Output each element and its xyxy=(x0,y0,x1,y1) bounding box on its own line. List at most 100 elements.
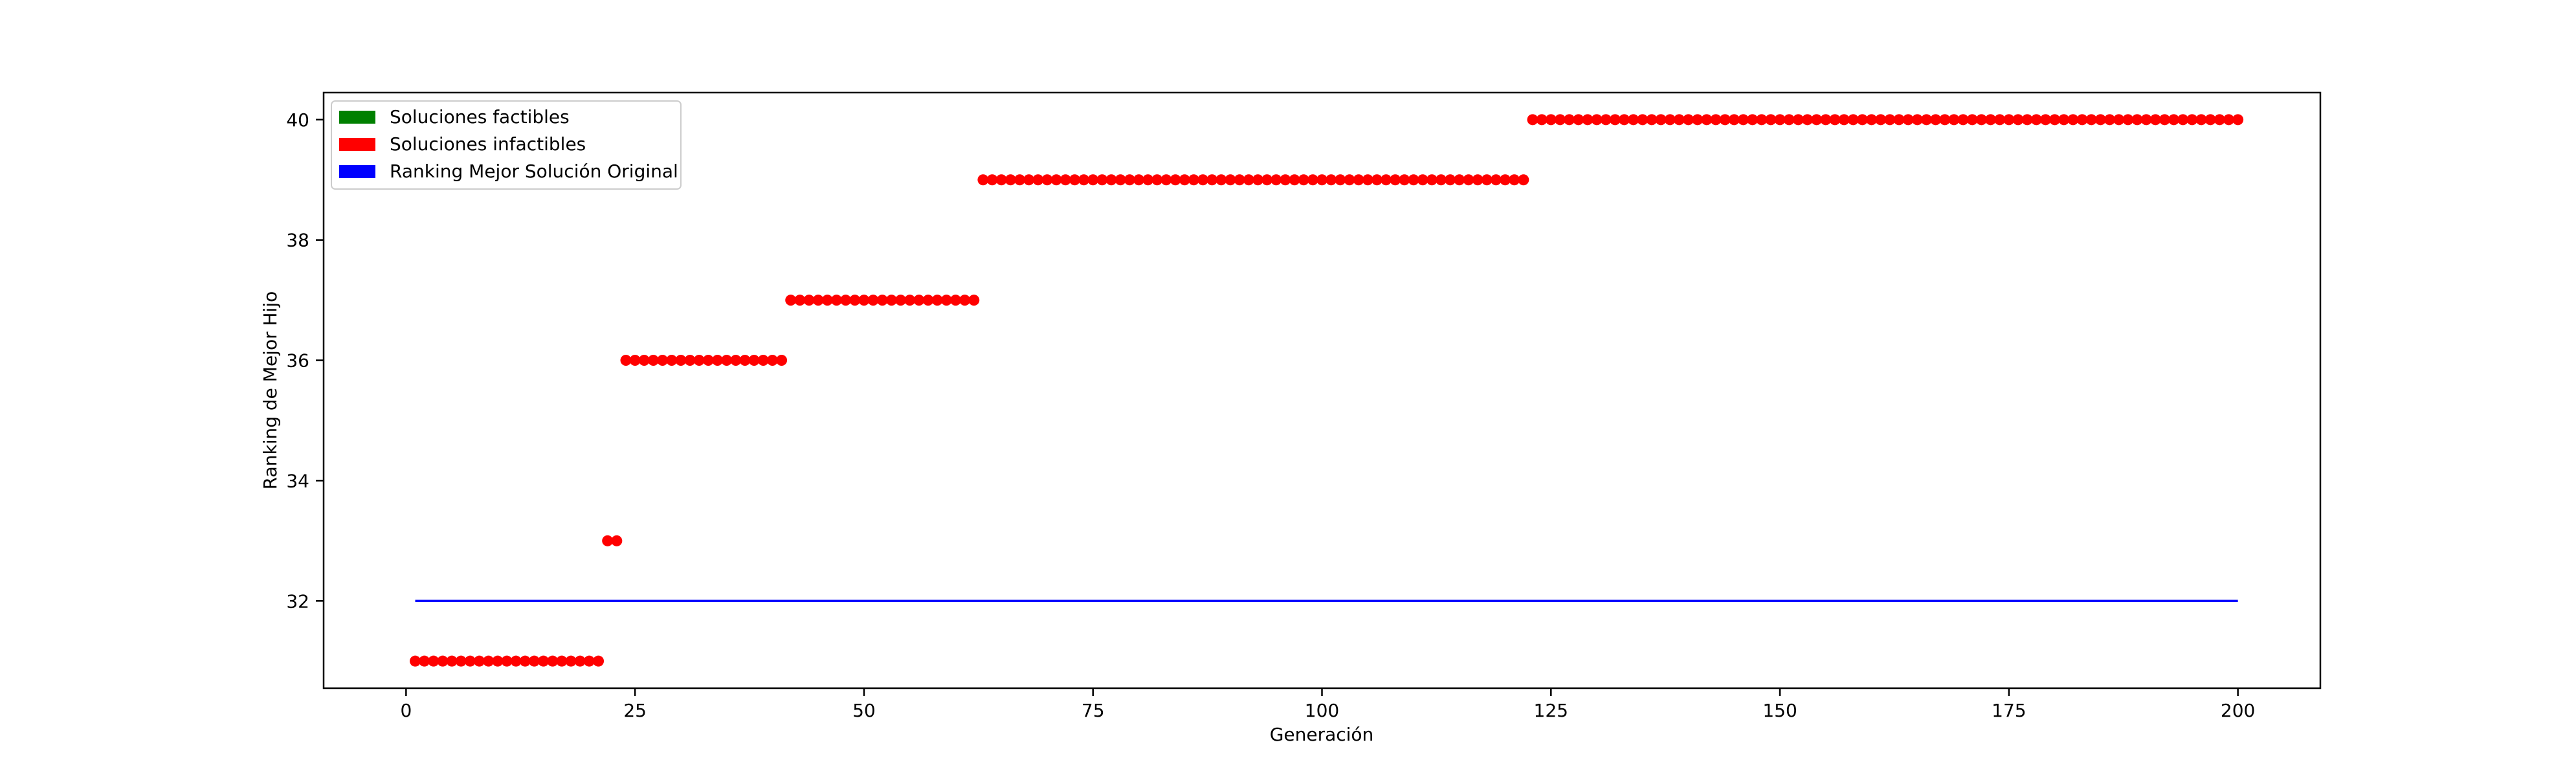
data-point-infactible xyxy=(1160,174,1172,186)
data-point-infactible xyxy=(638,355,650,366)
data-point-infactible xyxy=(1454,174,1465,186)
data-point-infactible xyxy=(1737,114,1749,126)
data-point-infactible xyxy=(2113,114,2125,126)
data-point-infactible xyxy=(1179,174,1190,186)
data-point-infactible xyxy=(895,295,907,306)
data-point-infactible xyxy=(1023,174,1035,186)
y-tick-label: 34 xyxy=(286,470,309,491)
data-point-infactible xyxy=(739,355,751,366)
data-point-infactible xyxy=(1005,174,1016,186)
data-point-infactible xyxy=(1893,114,1905,126)
data-point-infactible xyxy=(1142,174,1154,186)
data-point-infactible xyxy=(1381,174,1392,186)
data-point-infactible xyxy=(1014,174,1026,186)
data-point-infactible xyxy=(629,355,641,366)
data-point-infactible xyxy=(1216,174,1227,186)
data-point-infactible xyxy=(492,655,504,667)
data-point-infactible xyxy=(2094,114,2106,126)
data-point-infactible xyxy=(1966,114,1978,126)
data-point-infactible xyxy=(528,655,540,667)
data-point-infactible xyxy=(1719,114,1731,126)
data-point-infactible xyxy=(1234,174,1245,186)
data-point-infactible xyxy=(2195,114,2207,126)
legend-swatch-factibles xyxy=(339,111,375,124)
data-point-infactible xyxy=(1041,174,1053,186)
x-tick-label: 75 xyxy=(1082,700,1105,721)
data-point-infactible xyxy=(2177,114,2189,126)
x-tick-label: 25 xyxy=(623,700,647,721)
data-point-infactible xyxy=(556,655,568,667)
data-point-infactible xyxy=(1087,174,1099,186)
data-point-infactible xyxy=(922,295,934,306)
data-point-infactible xyxy=(1673,114,1685,126)
data-point-infactible xyxy=(574,655,586,667)
data-point-infactible xyxy=(1518,174,1529,186)
data-point-infactible xyxy=(931,295,943,306)
data-point-infactible xyxy=(1692,114,1704,126)
data-point-infactible xyxy=(1628,114,1639,126)
data-point-infactible xyxy=(721,355,733,366)
x-axis: 0 25 50 75 100 125 150 175 200 xyxy=(400,688,2255,721)
data-point-infactible xyxy=(1829,114,1841,126)
plot-area xyxy=(322,91,2322,689)
data-point-infactible xyxy=(1271,174,1282,186)
x-tick-label: 200 xyxy=(2221,700,2255,721)
data-point-infactible xyxy=(2168,114,2180,126)
data-point-infactible xyxy=(1875,114,1887,126)
data-point-infactible xyxy=(2085,114,2097,126)
data-point-infactible xyxy=(1060,174,1071,186)
data-point-infactible xyxy=(913,295,925,306)
data-point-infactible xyxy=(1701,114,1713,126)
data-point-infactible xyxy=(1399,174,1410,186)
data-point-infactible xyxy=(1069,174,1080,186)
data-point-infactible xyxy=(501,655,513,667)
y-tick-label: 38 xyxy=(286,230,309,251)
data-point-infactible xyxy=(1646,114,1658,126)
data-point-infactible xyxy=(1811,114,1823,126)
data-point-infactible xyxy=(1490,174,1502,186)
data-point-infactible xyxy=(1747,114,1759,126)
data-point-infactible xyxy=(2076,114,2088,126)
data-point-infactible xyxy=(1243,174,1254,186)
data-point-infactible xyxy=(1188,174,1199,186)
data-point-infactible xyxy=(657,355,669,366)
data-point-infactible xyxy=(1445,174,1456,186)
y-tick-label: 32 xyxy=(286,590,309,612)
data-point-infactible xyxy=(968,295,980,306)
data-point-infactible xyxy=(1902,114,1914,126)
data-point-infactible xyxy=(620,355,632,366)
data-point-infactible xyxy=(510,655,522,667)
data-point-infactible xyxy=(583,655,595,667)
data-point-infactible xyxy=(803,295,815,306)
x-tick-label: 100 xyxy=(1305,700,1339,721)
data-point-infactible xyxy=(1802,114,1814,126)
data-point-infactible xyxy=(812,295,824,306)
data-point-infactible xyxy=(519,655,531,667)
x-tick-label: 150 xyxy=(1762,700,1797,721)
data-point-infactible xyxy=(2131,114,2143,126)
data-point-infactible xyxy=(2204,114,2216,126)
data-point-infactible xyxy=(1096,174,1108,186)
data-point-infactible xyxy=(1838,114,1850,126)
data-point-infactible xyxy=(2021,114,2033,126)
data-point-infactible xyxy=(1353,174,1364,186)
data-point-infactible xyxy=(858,295,870,306)
data-point-infactible xyxy=(712,355,724,366)
data-point-infactible xyxy=(757,355,769,366)
data-point-infactible xyxy=(1774,114,1786,126)
data-point-infactible xyxy=(1463,174,1474,186)
data-point-infactible xyxy=(1133,174,1144,186)
data-point-infactible xyxy=(977,174,989,186)
y-tick-label: 40 xyxy=(286,109,309,131)
data-point-infactible xyxy=(1975,114,1987,126)
legend-swatch-infactibles xyxy=(339,138,375,151)
data-point-infactible xyxy=(830,295,842,306)
data-point-infactible xyxy=(1197,174,1209,186)
data-point-infactible xyxy=(446,655,458,667)
data-point-infactible xyxy=(593,655,605,667)
data-point-infactible xyxy=(1600,114,1612,126)
legend: Soluciones factibles Soluciones infactib… xyxy=(331,100,682,190)
data-point-infactible xyxy=(1820,114,1832,126)
data-point-infactible xyxy=(885,295,897,306)
